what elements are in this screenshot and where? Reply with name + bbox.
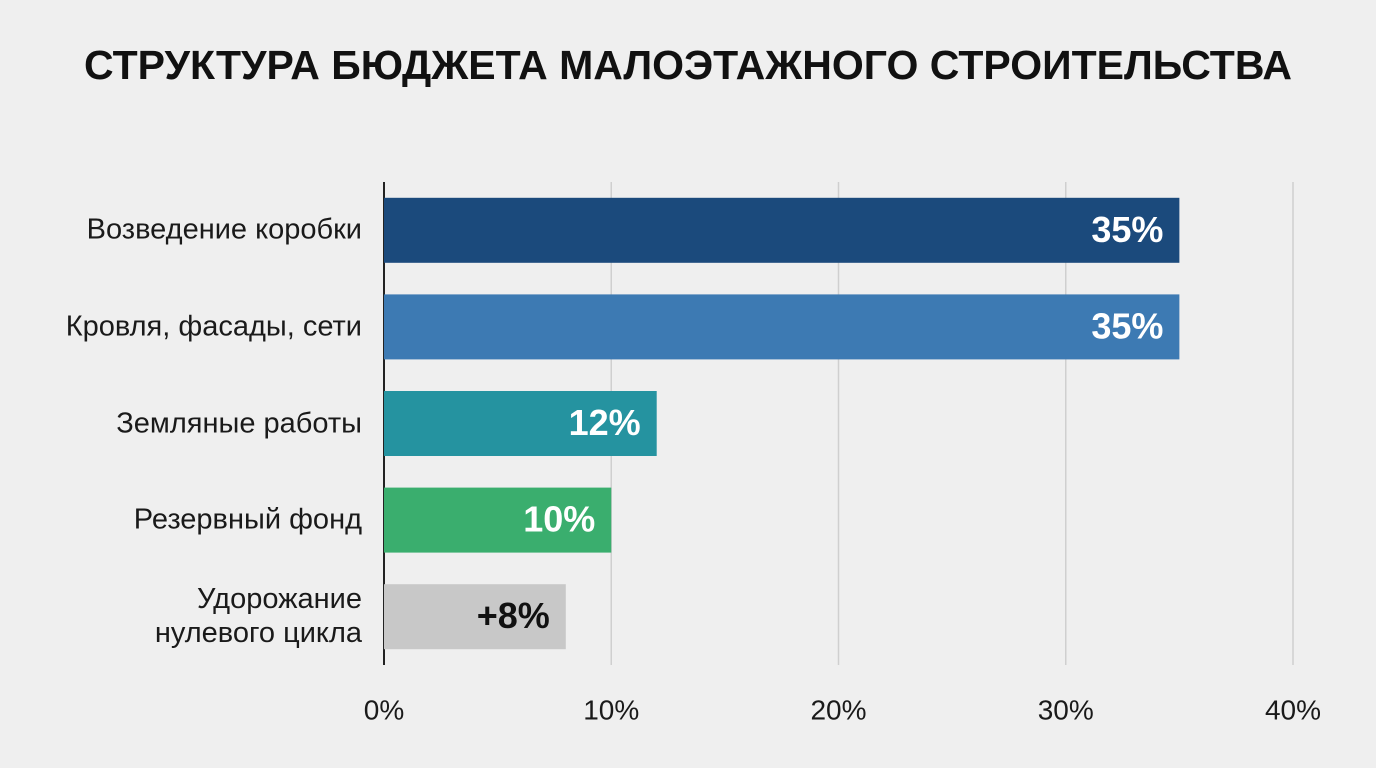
value-label: +8% xyxy=(477,595,550,636)
y-tick-label: Резервный фонд xyxy=(133,503,362,536)
bar xyxy=(384,391,657,456)
chart-title: СТРУКТУРА БЮДЖЕТА МАЛОЭТАЖНОГО СТРОИТЕЛЬ… xyxy=(84,42,1292,88)
value-label: 10% xyxy=(523,499,595,540)
y-tick-label: Кровля, фасады, сети xyxy=(65,310,362,343)
bar xyxy=(384,584,566,650)
bar xyxy=(384,487,612,553)
y-tick-label: Удорожание нулевого цикла xyxy=(154,582,362,650)
x-tick-label: 40% xyxy=(1265,694,1321,725)
x-tick-label: 20% xyxy=(810,694,866,725)
x-tick-label: 30% xyxy=(1038,694,1094,725)
y-tick-label: Возведение коробки xyxy=(86,213,362,246)
bar xyxy=(384,197,1180,263)
x-tick-label: 10% xyxy=(583,694,639,725)
value-label: 12% xyxy=(569,402,641,443)
bar xyxy=(384,294,1180,360)
value-label: 35% xyxy=(1091,209,1163,250)
value-label: 35% xyxy=(1091,305,1163,346)
x-tick-label: 0% xyxy=(364,694,404,725)
y-tick-label: Земляные работы xyxy=(116,407,362,440)
